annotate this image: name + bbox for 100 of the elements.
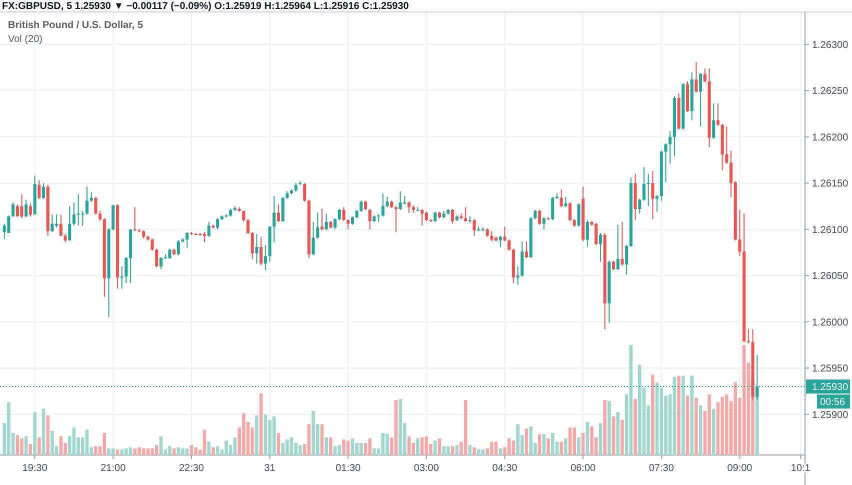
bar bbox=[498, 448, 502, 455]
candlestick bbox=[59, 214, 62, 236]
candlestick bbox=[534, 209, 537, 220]
bar bbox=[364, 442, 368, 455]
bar bbox=[329, 437, 332, 455]
bar bbox=[255, 415, 258, 455]
y-tick-label: 1.26150 bbox=[812, 178, 849, 190]
bar bbox=[59, 436, 63, 455]
bar bbox=[342, 440, 346, 455]
x-tick-label: 01:30 bbox=[336, 463, 362, 474]
bar bbox=[16, 435, 20, 455]
candlestick bbox=[498, 235, 502, 248]
candlestick bbox=[342, 206, 346, 222]
candlestick bbox=[746, 328, 750, 344]
bar bbox=[477, 450, 480, 455]
bar bbox=[72, 428, 76, 455]
candlestick bbox=[338, 208, 341, 221]
candlestick bbox=[699, 72, 702, 128]
y-tick-label: 1.26050 bbox=[812, 271, 849, 282]
x-tick-label: 19:30 bbox=[22, 463, 48, 474]
candlestick bbox=[420, 208, 424, 226]
candlestick bbox=[568, 202, 572, 222]
bar bbox=[28, 444, 32, 455]
candlestick bbox=[451, 208, 454, 224]
candlestick bbox=[246, 218, 250, 234]
bar bbox=[712, 408, 716, 455]
chart-title: FX:GBPUSD, 5 1.25930 ▼ −0.00117 (−0.09%) O:1.25919 H:1.25964 L:1.25916 C:1.25930 bbox=[2, 1, 410, 12]
candlestick bbox=[538, 209, 542, 226]
bar bbox=[324, 437, 328, 455]
candlestick bbox=[86, 186, 89, 216]
bar bbox=[138, 447, 141, 455]
candlestick bbox=[577, 202, 580, 228]
candlestick bbox=[155, 248, 158, 268]
candlestick bbox=[612, 260, 616, 271]
bar bbox=[494, 442, 498, 455]
bar bbox=[85, 430, 89, 455]
candlestick bbox=[408, 201, 411, 214]
bar bbox=[598, 423, 602, 455]
bar bbox=[290, 437, 294, 455]
candlestick bbox=[320, 208, 324, 231]
bar bbox=[468, 445, 472, 455]
bar bbox=[264, 414, 268, 455]
bar bbox=[507, 438, 511, 455]
bar bbox=[394, 400, 398, 455]
bar bbox=[464, 400, 468, 455]
candlestick bbox=[12, 202, 15, 217]
bar bbox=[94, 446, 98, 455]
candlestick bbox=[133, 206, 136, 232]
bar bbox=[216, 446, 220, 455]
bar bbox=[612, 416, 616, 455]
bar bbox=[102, 433, 106, 455]
bar bbox=[438, 438, 442, 455]
y-tick-label: 1.26200 bbox=[812, 132, 849, 144]
candlestick bbox=[38, 180, 41, 200]
candlestick bbox=[334, 218, 337, 230]
candlestick bbox=[490, 230, 494, 242]
candlestick bbox=[20, 194, 24, 219]
bar bbox=[677, 376, 680, 455]
bar bbox=[481, 450, 485, 455]
bar bbox=[320, 424, 324, 455]
candlestick bbox=[712, 103, 716, 140]
x-tick-label: 22:30 bbox=[178, 463, 204, 474]
bar bbox=[603, 400, 606, 455]
bar bbox=[542, 434, 546, 455]
bar bbox=[560, 442, 563, 455]
bar bbox=[546, 438, 550, 455]
bar bbox=[333, 446, 337, 455]
candlestick bbox=[316, 212, 320, 240]
bar bbox=[350, 438, 354, 455]
candlestick bbox=[28, 202, 32, 217]
bar bbox=[24, 436, 28, 455]
bar bbox=[672, 376, 676, 455]
bar bbox=[338, 445, 342, 455]
candlestick bbox=[664, 142, 668, 183]
bar bbox=[698, 406, 702, 455]
bar bbox=[133, 448, 137, 455]
bar bbox=[381, 433, 385, 455]
bar bbox=[708, 394, 711, 455]
candlestick bbox=[324, 213, 328, 231]
candlestick bbox=[386, 196, 389, 208]
candlestick bbox=[360, 200, 363, 212]
candlestick bbox=[207, 221, 210, 238]
candlestick bbox=[346, 218, 350, 230]
candlestick bbox=[50, 214, 54, 233]
text: 00:56 bbox=[820, 397, 846, 408]
x-tick-label: 21:00 bbox=[100, 463, 126, 474]
y-tick-label: 1.26300 bbox=[812, 40, 849, 51]
x-tick-label: 03:00 bbox=[414, 463, 440, 474]
candlestick bbox=[508, 239, 511, 252]
bar bbox=[686, 396, 690, 455]
x-tick-label: 06:00 bbox=[570, 463, 596, 474]
candlestick bbox=[312, 221, 315, 256]
candlestick bbox=[472, 218, 476, 236]
bar bbox=[538, 434, 542, 455]
candlestick bbox=[381, 192, 384, 217]
x-tick-label: 04:30 bbox=[492, 463, 518, 474]
candlestick bbox=[168, 248, 172, 260]
candlestick bbox=[656, 194, 659, 212]
bar bbox=[368, 438, 372, 455]
candlestick bbox=[7, 214, 10, 234]
